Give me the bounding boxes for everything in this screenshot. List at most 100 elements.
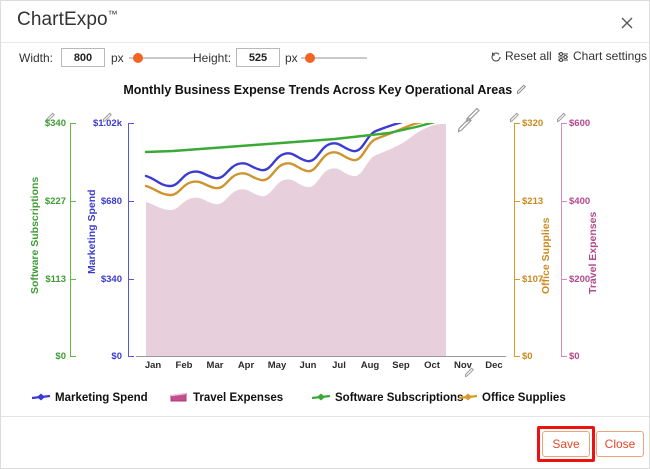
software-subscriptions-axis-title: Software Subscriptions	[29, 176, 41, 294]
chart-title-text: Monthly Business Expense Trends Across K…	[123, 83, 513, 97]
office-supplies-axis	[514, 123, 520, 357]
chart-title: Monthly Business Expense Trends Across K…	[1, 83, 649, 97]
axis-tick-label: $0	[522, 351, 533, 362]
close-icon[interactable]	[618, 14, 636, 32]
marketing-spend-axis-title: Marketing Spend	[86, 189, 98, 274]
height-input[interactable]	[236, 48, 280, 67]
axis-tick	[515, 123, 520, 124]
legend-item-office-supplies[interactable]: Office Supplies	[458, 388, 566, 406]
software-subscriptions-axis-edit-pencil-icon[interactable]	[45, 110, 56, 123]
x-axis-label: Jun	[299, 360, 317, 371]
marketing-spend-axis-edit-pencil-icon[interactable]	[102, 110, 113, 123]
chart-legend: Marketing Spend Travel Expenses Software	[1, 384, 649, 414]
plot-area: $340 $227 $113 $0 Software Subscriptions…	[1, 102, 649, 382]
legend-item-label: Office Supplies	[482, 392, 566, 404]
software-subscriptions-axis	[70, 123, 76, 357]
axis-tick-label: $0	[55, 351, 66, 362]
software-subscriptions-line	[144, 123, 436, 154]
reset-all-label: Reset all	[505, 49, 552, 63]
axis-tick-label: $340	[100, 274, 122, 285]
axis-tick-label: $107	[522, 274, 544, 285]
height-unit-label: px	[285, 51, 298, 65]
travel-expenses-area	[146, 124, 446, 356]
dialog-footer: Save Close	[1, 416, 649, 468]
x-axis-label: Aug	[360, 360, 380, 371]
reset-icon	[490, 51, 502, 66]
axis-tick	[71, 201, 76, 202]
sliders-icon	[557, 51, 570, 66]
series-edit-pencil-icon[interactable]	[464, 106, 482, 124]
axis-tick	[562, 123, 567, 124]
x-axis-label: Oct	[424, 360, 440, 371]
trademark-mark: ™	[107, 9, 118, 21]
legend-item-label: Travel Expenses	[193, 392, 284, 404]
width-unit-label: px	[111, 51, 124, 65]
reset-all-button[interactable]: Reset all	[490, 49, 552, 66]
width-slider[interactable]	[129, 53, 195, 63]
x-axis-label: Nov	[454, 360, 472, 371]
x-axis-line	[136, 356, 506, 357]
axis-tick-label: $0	[569, 351, 580, 362]
series-edit-pencil-icon[interactable]	[456, 116, 474, 134]
width-input[interactable]	[61, 48, 105, 67]
x-axis-label: May	[267, 360, 287, 371]
axis-tick-label: $227	[44, 196, 66, 207]
marketing-spend-line	[144, 123, 404, 188]
axis-tick-label: $200	[569, 274, 591, 285]
legend-item-label: Marketing Spend	[55, 392, 148, 404]
office-supplies-line-marker-icon	[458, 390, 478, 402]
axis-tick	[515, 279, 520, 280]
x-axis-edit-pencil-icon[interactable]	[464, 365, 475, 378]
x-axis-label: Sep	[392, 360, 410, 371]
axis-tick-label: $400	[569, 196, 591, 207]
axis-tick-label: $680	[100, 196, 122, 207]
size-toolbar: Width: px Height: px Reset all	[1, 42, 649, 74]
chart-settings-label: Chart settings	[573, 49, 648, 63]
width-label: Width:	[19, 51, 54, 65]
axis-tick	[562, 279, 567, 280]
x-axis-label: Jul	[332, 360, 346, 371]
axis-tick	[515, 201, 520, 202]
office-supplies-axis-edit-pencil-icon[interactable]	[509, 110, 520, 123]
marketing-spend-line-marker-icon	[31, 390, 51, 402]
dialog-header: ChartExpo™	[1, 1, 649, 42]
legend-item-marketing-spend[interactable]: Marketing Spend	[31, 388, 148, 406]
travel-expenses-axis-edit-pencil-icon[interactable]	[556, 110, 567, 123]
height-label: Height:	[193, 51, 232, 65]
axis-tick	[129, 356, 134, 357]
software-subscriptions-line-marker-icon	[311, 390, 331, 402]
app-title-text: ChartExpo	[17, 9, 108, 30]
chart-settings-button[interactable]: Chart settings	[557, 49, 647, 66]
legend-item-software-subscriptions[interactable]: Software Subscriptions	[311, 388, 463, 406]
marketing-spend-axis	[128, 123, 134, 357]
axis-tick-label: $113	[45, 274, 66, 285]
save-button[interactable]: Save	[542, 431, 590, 457]
chart-title-edit-pencil-icon[interactable]	[516, 84, 527, 95]
chart-series-canvas	[144, 123, 446, 356]
axis-tick-label: $320	[522, 118, 544, 129]
axis-tick	[129, 123, 134, 124]
travel-expenses-axis	[561, 123, 567, 357]
axis-tick	[129, 201, 134, 202]
axis-tick	[562, 356, 567, 357]
axis-tick	[71, 279, 76, 280]
height-slider-knob[interactable]	[305, 53, 315, 63]
width-slider-knob[interactable]	[133, 53, 143, 63]
office-supplies-axis-title: Office Supplies	[540, 217, 552, 294]
axis-tick	[71, 356, 76, 357]
travel-expenses-area-marker-icon	[169, 390, 189, 402]
x-axis-label: Jan	[144, 360, 162, 371]
x-axis-label: Feb	[175, 360, 193, 371]
close-button[interactable]: Close	[596, 431, 644, 457]
legend-item-label: Software Subscriptions	[335, 392, 464, 404]
x-axis-label: Dec	[485, 360, 503, 371]
legend-item-travel-expenses[interactable]: Travel Expenses	[169, 388, 283, 406]
axis-tick	[515, 356, 520, 357]
page-title: ChartExpo™	[17, 9, 118, 31]
height-slider[interactable]	[301, 53, 367, 63]
axis-tick	[71, 123, 76, 124]
axis-tick-label: $600	[569, 118, 591, 129]
x-axis-label: Mar	[206, 360, 224, 371]
axis-tick-label: $0	[111, 351, 122, 362]
